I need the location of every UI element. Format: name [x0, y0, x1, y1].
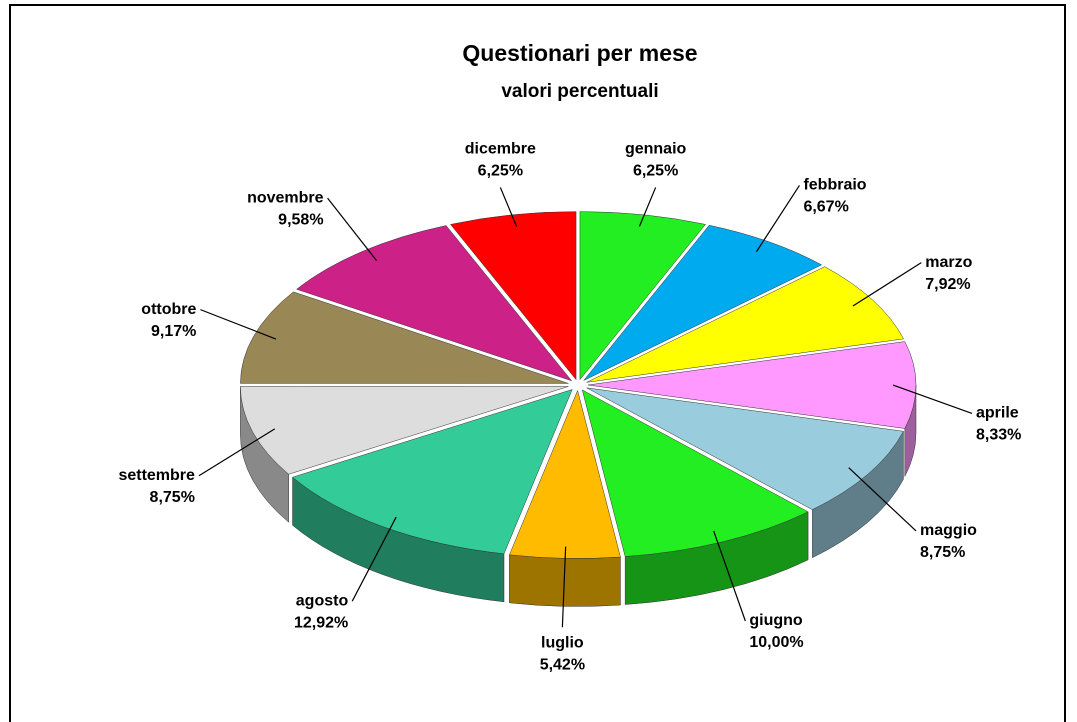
- slice-value-label: 9,17%: [151, 323, 196, 340]
- slice-label: aprile: [976, 405, 1019, 422]
- slice-label: settembre: [118, 467, 195, 484]
- slice-label: luglio: [541, 634, 584, 651]
- leader-line: [200, 309, 277, 340]
- slice-value-label: 6,67%: [803, 199, 848, 216]
- slice: [586, 266, 904, 383]
- slice: [296, 225, 573, 382]
- slice-label: dicembre: [465, 141, 536, 158]
- leader-line: [198, 428, 276, 477]
- slice-top: [587, 341, 917, 429]
- leader-line: [327, 197, 378, 261]
- slice-value-label: 10,00%: [749, 634, 803, 651]
- slice: [581, 389, 809, 605]
- leader-line: [351, 516, 397, 602]
- slice-value-label: 8,33%: [976, 427, 1021, 444]
- slice-value-label: 8,75%: [920, 544, 965, 561]
- leader-line: [848, 467, 917, 532]
- slice-label: maggio: [920, 522, 977, 539]
- slice-top: [292, 389, 573, 555]
- slice-top: [586, 266, 904, 383]
- slice-label: novembre: [247, 189, 324, 206]
- leader-line: [499, 187, 518, 227]
- leader-line: [852, 262, 922, 307]
- slice: [586, 387, 904, 559]
- slice-label: gennaio: [625, 141, 687, 158]
- slice: [240, 291, 569, 384]
- leader-line: [892, 384, 973, 415]
- slice-value-label: 5,42%: [540, 656, 585, 673]
- chart-border: [9, 4, 1066, 722]
- slice-label: giugno: [749, 612, 803, 629]
- chart-subtitle: valori percentuali: [501, 81, 658, 102]
- chart-title: Questionari per mese: [462, 40, 697, 66]
- slice-top: [583, 224, 823, 381]
- leader-line: [638, 187, 657, 227]
- slice-value-label: 6,25%: [478, 163, 523, 180]
- slice-value-label: 9,58%: [278, 211, 323, 228]
- slice-top: [586, 387, 904, 510]
- leader-line: [713, 530, 746, 622]
- slice-label: febbraio: [803, 177, 866, 194]
- slice-value-label: 7,92%: [925, 276, 970, 293]
- slice-top: [581, 389, 809, 557]
- slice-top: [240, 386, 569, 475]
- slice-value-label: 6,25%: [633, 163, 678, 180]
- slice-value-label: 12,92%: [294, 614, 348, 631]
- slice-label: marzo: [925, 254, 972, 271]
- slice: [292, 389, 573, 603]
- leader-line: [755, 185, 800, 253]
- slice-top: [296, 225, 573, 382]
- slice-value-label: 8,75%: [150, 489, 195, 506]
- slice: [583, 224, 823, 381]
- slice-label: ottobre: [141, 301, 196, 318]
- slice-top: [240, 291, 569, 384]
- leader-line: [561, 546, 567, 628]
- slice-label: agosto: [296, 592, 349, 609]
- slice: [240, 386, 569, 523]
- slice: [587, 341, 917, 477]
